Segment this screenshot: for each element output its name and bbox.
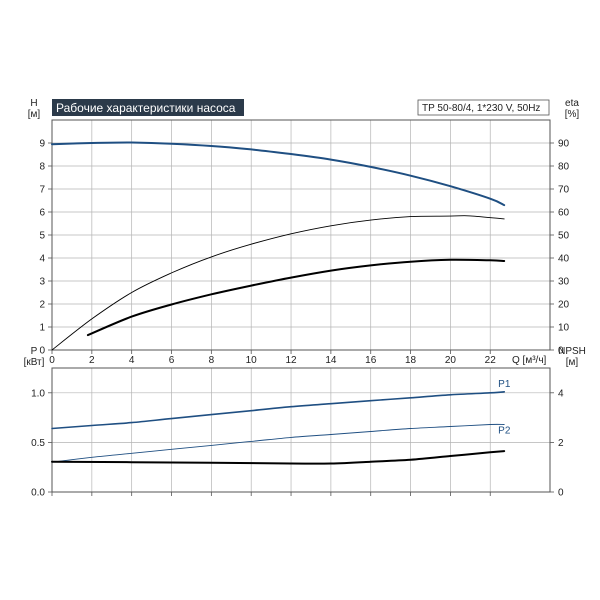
left-tick-label: 2 [39,300,45,311]
x-tick-label: 8 [209,355,215,366]
model-box [417,99,550,116]
left-tick-label: 0 [39,346,45,357]
series-line-top-2 [86,258,506,337]
right-axis-label: NPSH [558,346,586,357]
x-tick-label: 0 [49,355,55,366]
left-tick-label: 4 [39,254,45,265]
chart-title: Рабочие характеристики насоса [56,101,236,115]
right-tick-label: 20 [558,300,570,311]
right-tick-label: 90 [558,139,570,150]
title-banner [52,99,244,116]
right-tick-label: 50 [558,231,570,242]
left-tick-label: 1.0 [31,388,45,399]
left-tick-label: 7 [39,185,45,196]
x-tick-label: 22 [485,355,497,366]
x-tick-label: 4 [129,355,135,366]
left-tick-label: 8 [39,162,45,173]
left-axis-label: P [31,346,38,357]
plot-frame [51,367,551,493]
x-tick-label: 10 [246,355,258,366]
x-tick-label: 14 [325,355,337,366]
right-axis-label: eta [565,98,579,109]
x-tick-label: 16 [365,355,377,366]
series-label: P2 [498,426,511,437]
series-line-top-0 [51,141,506,207]
right-tick-label: 2 [558,438,564,449]
series-p2-line [51,423,505,463]
left-tick-label: 0.5 [31,438,45,449]
left-axis-unit: [м] [28,109,41,120]
right-axis-unit: [м] [566,357,579,368]
bottom-panel: 0.0 0.5 1.0 0 2 4 P[кВт] NPSH[м] P1 P2 [24,346,586,499]
right-tick-label: 0 [558,488,564,499]
right-tick-label: 0 [558,346,564,357]
model-label: TP 50-80/4, 1*230 V, 50Hz [422,103,540,114]
right-tick-label: 80 [558,162,570,173]
series-line-top-1 [51,215,505,351]
x-tick-label: 12 [285,355,297,366]
right-tick-label: 70 [558,185,570,196]
left-tick-label: 5 [39,231,45,242]
left-tick-label: 3 [39,277,45,288]
left-axis-unit: [кВт] [24,357,45,368]
x-tick-label: 20 [445,355,457,366]
left-axis-label: H [30,98,37,109]
right-tick-label: 60 [558,208,570,219]
right-tick-label: 4 [558,388,564,399]
right-axis-unit: [%] [565,109,580,120]
x-tick-label: 2 [89,355,95,366]
x-tick-label: 18 [405,355,417,366]
right-tick-label: 30 [558,277,570,288]
left-tick-label: 1 [39,323,45,334]
left-tick-label: 9 [39,139,45,150]
right-tick-label: 10 [558,323,570,334]
series-line-bottom-2 [51,450,506,465]
series-label: P1 [498,379,511,390]
series-p1-line [51,391,505,430]
right-tick-label: 40 [558,254,570,265]
x-tick-label: 6 [169,355,175,366]
left-tick-label: 6 [39,208,45,219]
x-axis-label: Q [м³/ч] [512,355,547,366]
left-tick-label: 0.0 [31,488,45,499]
